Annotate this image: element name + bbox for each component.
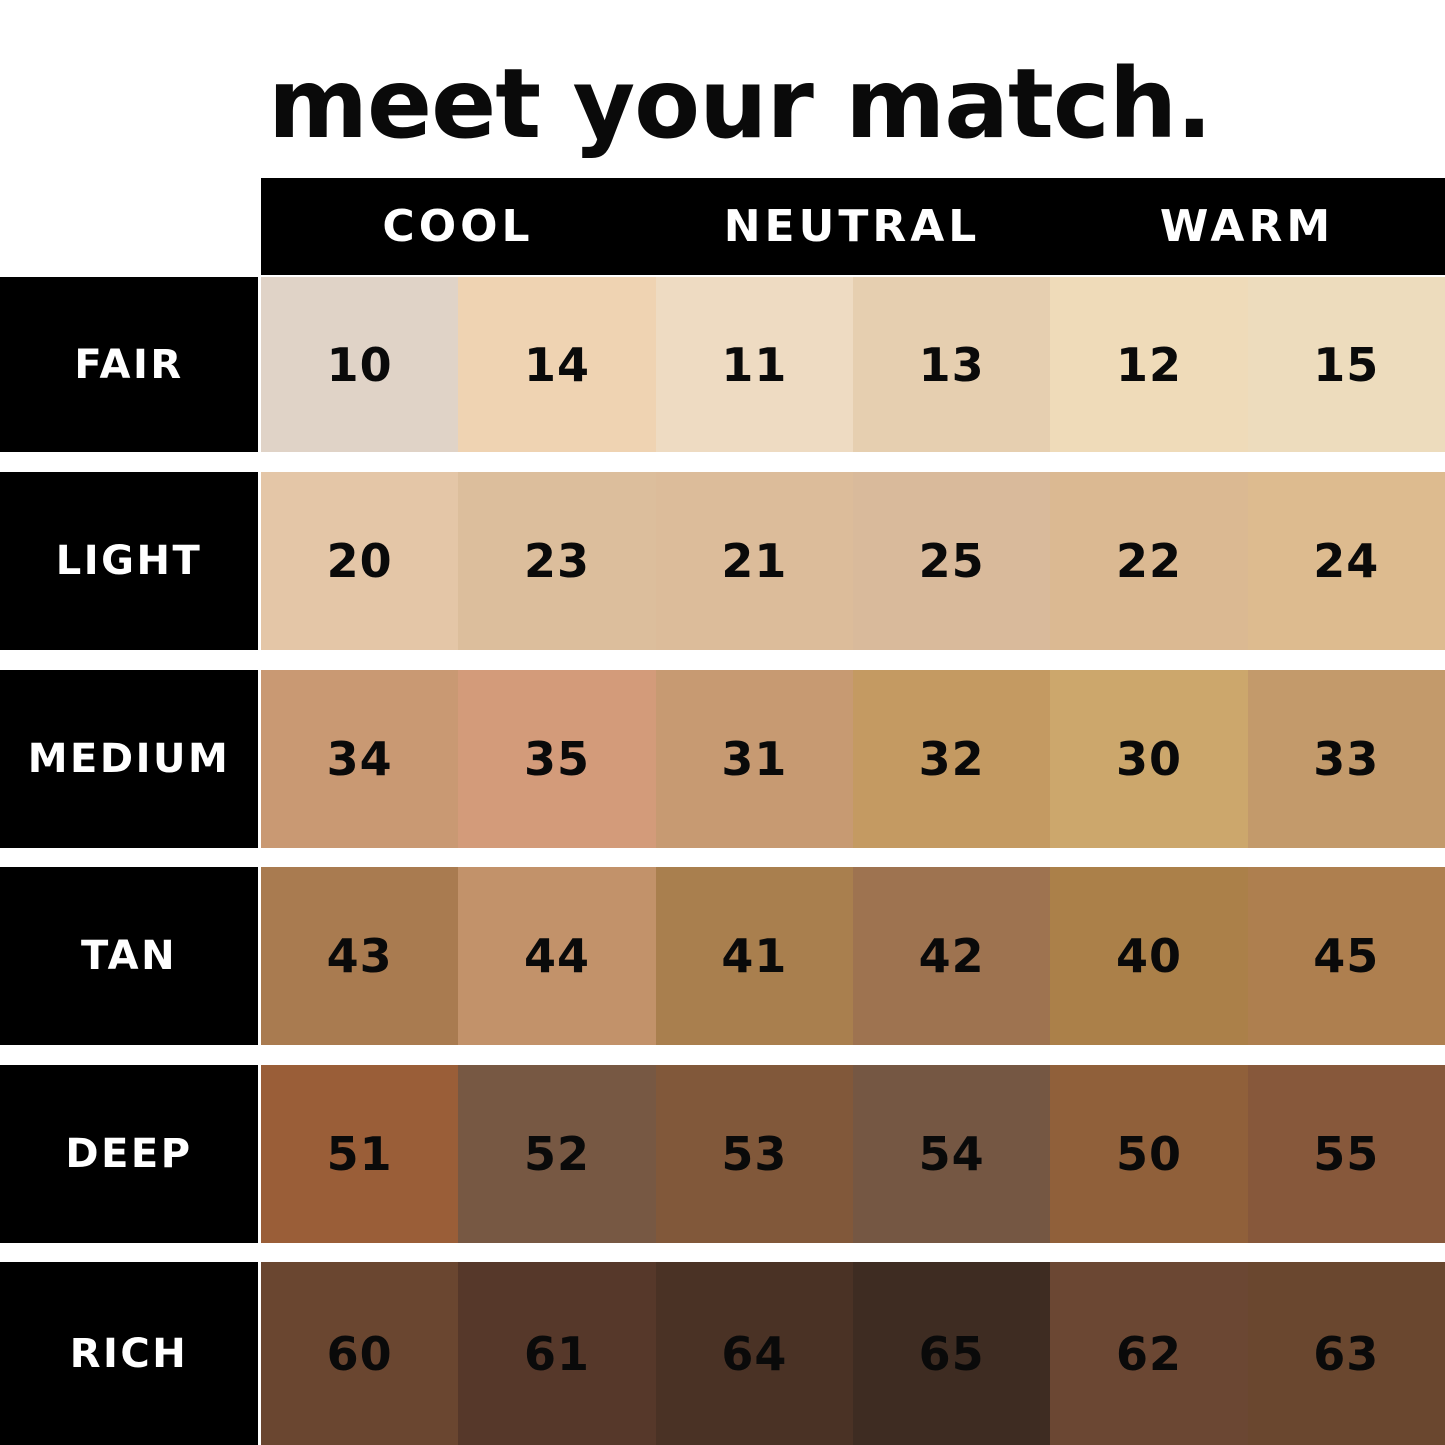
shade-swatch-22[interactable]: 22 bbox=[1050, 472, 1248, 650]
shade-number: 32 bbox=[918, 732, 985, 786]
shade-number: 14 bbox=[523, 337, 590, 392]
shade-number: 65 bbox=[918, 1326, 985, 1381]
shade-swatch-35[interactable]: 35 bbox=[458, 670, 656, 848]
shade-swatch-51[interactable]: 51 bbox=[261, 1065, 459, 1243]
shade-number: 55 bbox=[1313, 1127, 1380, 1181]
shade-number: 12 bbox=[1115, 337, 1182, 392]
shade-swatch-12[interactable]: 12 bbox=[1050, 277, 1248, 452]
shade-number: 35 bbox=[523, 732, 590, 786]
shade-swatch-64[interactable]: 64 bbox=[655, 1262, 853, 1445]
shade-number: 44 bbox=[523, 929, 590, 983]
shade-number: 15 bbox=[1313, 337, 1380, 392]
shade-number: 63 bbox=[1313, 1326, 1380, 1381]
shade-number: 40 bbox=[1115, 929, 1182, 983]
row-label-tan: TAN bbox=[0, 867, 258, 1045]
shade-swatch-14[interactable]: 14 bbox=[458, 277, 656, 452]
shade-number: 41 bbox=[721, 929, 788, 983]
shade-row: LIGHT 20 23 21 25 22 24 bbox=[0, 472, 1445, 650]
row-label-light: LIGHT bbox=[0, 472, 258, 650]
shade-number: 52 bbox=[523, 1127, 590, 1181]
shade-row: MEDIUM 34 35 31 32 30 33 bbox=[0, 670, 1445, 848]
shade-swatch-10[interactable]: 10 bbox=[261, 277, 459, 452]
shade-swatch-61[interactable]: 61 bbox=[458, 1262, 656, 1445]
shade-swatch-11[interactable]: 11 bbox=[655, 277, 853, 452]
shade-swatch-32[interactable]: 32 bbox=[852, 670, 1051, 848]
shade-number: 11 bbox=[721, 337, 788, 392]
page-title: meet your match. bbox=[268, 48, 1213, 160]
shade-number: 50 bbox=[1115, 1127, 1182, 1181]
shade-swatch-43[interactable]: 43 bbox=[261, 867, 459, 1045]
shade-swatch-53[interactable]: 53 bbox=[655, 1065, 853, 1243]
shade-number: 64 bbox=[721, 1326, 788, 1381]
column-header-neutral: NEUTRAL bbox=[723, 201, 981, 252]
shade-swatch-25[interactable]: 25 bbox=[852, 472, 1051, 650]
swatch-row: 43 44 41 42 40 45 bbox=[261, 867, 1445, 1045]
shade-swatch-21[interactable]: 21 bbox=[655, 472, 853, 650]
row-label-rich: RICH bbox=[0, 1262, 258, 1445]
row-label-medium: MEDIUM bbox=[0, 670, 258, 848]
shade-number: 31 bbox=[721, 732, 788, 786]
shade-number: 51 bbox=[326, 1127, 393, 1181]
shade-swatch-41[interactable]: 41 bbox=[655, 867, 853, 1045]
shade-number: 45 bbox=[1313, 929, 1380, 983]
shade-swatch-15[interactable]: 15 bbox=[1247, 277, 1445, 452]
shade-swatch-33[interactable]: 33 bbox=[1247, 670, 1445, 848]
row-label-deep: DEEP bbox=[0, 1065, 258, 1243]
shade-swatch-13[interactable]: 13 bbox=[852, 277, 1051, 452]
shade-swatch-50[interactable]: 50 bbox=[1050, 1065, 1248, 1243]
swatch-row: 34 35 31 32 30 33 bbox=[261, 670, 1445, 848]
shade-swatch-42[interactable]: 42 bbox=[852, 867, 1051, 1045]
shade-swatch-34[interactable]: 34 bbox=[261, 670, 459, 848]
column-header-cool: COOL bbox=[382, 201, 534, 252]
shade-swatch-30[interactable]: 30 bbox=[1050, 670, 1248, 848]
shade-swatch-20[interactable]: 20 bbox=[261, 472, 459, 650]
shade-swatch-40[interactable]: 40 bbox=[1050, 867, 1248, 1045]
undertone-header-band: COOL NEUTRAL WARM bbox=[261, 178, 1445, 275]
shade-number: 42 bbox=[918, 929, 985, 983]
shade-number: 60 bbox=[326, 1326, 393, 1381]
shade-swatch-24[interactable]: 24 bbox=[1247, 472, 1445, 650]
shade-swatch-52[interactable]: 52 bbox=[458, 1065, 656, 1243]
swatch-row: 60 61 64 65 62 63 bbox=[261, 1262, 1445, 1445]
shade-swatch-44[interactable]: 44 bbox=[458, 867, 656, 1045]
shade-number: 33 bbox=[1313, 732, 1380, 786]
shade-swatch-55[interactable]: 55 bbox=[1247, 1065, 1445, 1243]
shade-row: TAN 43 44 41 42 40 45 bbox=[0, 867, 1445, 1045]
shade-number: 21 bbox=[721, 534, 788, 588]
shade-number: 20 bbox=[326, 534, 393, 588]
shade-number: 23 bbox=[523, 534, 590, 588]
shade-swatch-65[interactable]: 65 bbox=[852, 1262, 1051, 1445]
shade-row: RICH 60 61 64 65 62 63 bbox=[0, 1262, 1445, 1445]
shade-number: 10 bbox=[326, 337, 393, 392]
shade-swatch-60[interactable]: 60 bbox=[261, 1262, 459, 1445]
shade-swatch-63[interactable]: 63 bbox=[1247, 1262, 1445, 1445]
shade-number: 25 bbox=[918, 534, 985, 588]
shade-number: 13 bbox=[918, 337, 985, 392]
shade-number: 22 bbox=[1115, 534, 1182, 588]
shade-swatch-62[interactable]: 62 bbox=[1050, 1262, 1248, 1445]
swatch-row: 20 23 21 25 22 24 bbox=[261, 472, 1445, 650]
swatch-row: 51 52 53 54 50 55 bbox=[261, 1065, 1445, 1243]
shade-swatch-23[interactable]: 23 bbox=[458, 472, 656, 650]
shade-row: FAIR 10 14 11 13 12 15 bbox=[0, 277, 1445, 452]
shade-number: 62 bbox=[1115, 1326, 1182, 1381]
shade-number: 54 bbox=[918, 1127, 985, 1181]
shade-number: 30 bbox=[1115, 732, 1182, 786]
swatch-row: 10 14 11 13 12 15 bbox=[261, 277, 1445, 452]
shade-number: 53 bbox=[721, 1127, 788, 1181]
shade-swatch-54[interactable]: 54 bbox=[852, 1065, 1051, 1243]
shade-number: 61 bbox=[523, 1326, 590, 1381]
shade-number: 43 bbox=[326, 929, 393, 983]
row-label-fair: FAIR bbox=[0, 277, 258, 452]
shade-row: DEEP 51 52 53 54 50 55 bbox=[0, 1065, 1445, 1243]
column-header-warm: WARM bbox=[1159, 201, 1335, 252]
shade-number: 34 bbox=[326, 732, 393, 786]
shade-swatch-31[interactable]: 31 bbox=[655, 670, 853, 848]
shade-swatch-45[interactable]: 45 bbox=[1247, 867, 1445, 1045]
shade-number: 24 bbox=[1313, 534, 1380, 588]
